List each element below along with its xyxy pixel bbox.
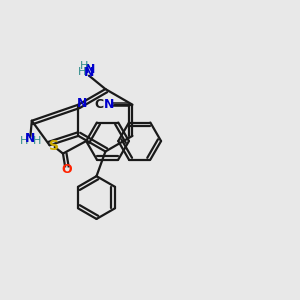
Text: -: - [87,71,91,81]
Text: O: O [61,164,72,176]
Text: H: H [78,67,87,77]
Text: S: S [49,139,59,153]
Text: N: N [103,98,114,111]
Text: H: H [33,136,41,146]
Text: N: N [84,66,94,79]
Text: H: H [20,136,28,146]
Text: N: N [77,97,87,110]
Text: N: N [85,63,96,76]
Text: C: C [94,98,104,111]
Text: H: H [80,61,88,71]
Text: N: N [25,132,35,145]
